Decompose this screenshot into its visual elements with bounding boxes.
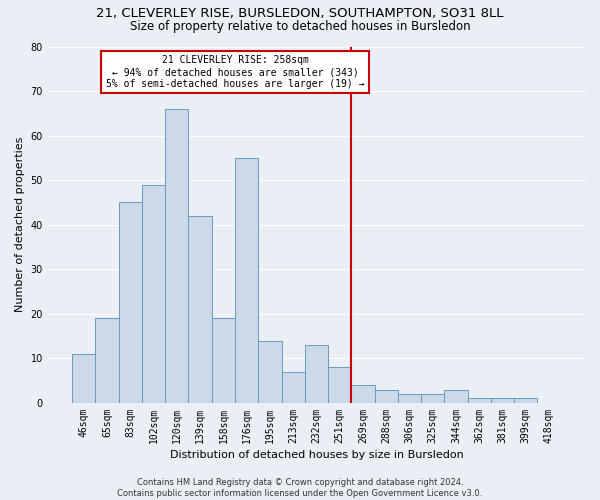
Bar [328,368,351,403]
Bar [72,354,95,403]
Bar [188,216,212,403]
Text: 21, CLEVERLEY RISE, BURSLEDON, SOUTHAMPTON, SO31 8LL: 21, CLEVERLEY RISE, BURSLEDON, SOUTHAMPT… [96,8,504,20]
Bar [305,345,328,403]
Bar [258,340,281,403]
Bar [142,184,165,403]
Bar [165,109,188,403]
Bar [95,318,119,403]
Text: 21 CLEVERLEY RISE: 258sqm
← 94% of detached houses are smaller (343)
5% of semi-: 21 CLEVERLEY RISE: 258sqm ← 94% of detac… [106,56,364,88]
Bar [374,390,398,403]
Bar [212,318,235,403]
Bar [467,398,491,403]
Bar [514,398,538,403]
Bar [281,372,305,403]
Bar [445,390,467,403]
Y-axis label: Number of detached properties: Number of detached properties [15,137,25,312]
Bar [119,202,142,403]
Text: Contains HM Land Registry data © Crown copyright and database right 2024.
Contai: Contains HM Land Registry data © Crown c… [118,478,482,498]
Bar [351,385,374,403]
Bar [235,158,258,403]
Text: Size of property relative to detached houses in Bursledon: Size of property relative to detached ho… [130,20,470,33]
X-axis label: Distribution of detached houses by size in Bursledon: Distribution of detached houses by size … [170,450,463,460]
Bar [398,394,421,403]
Bar [491,398,514,403]
Bar [421,394,445,403]
